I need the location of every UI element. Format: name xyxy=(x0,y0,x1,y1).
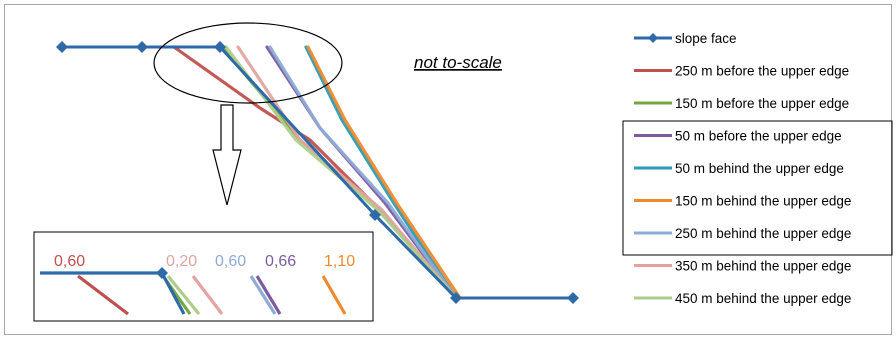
legend-label: 50 m behind the upper edge xyxy=(675,161,844,176)
zoom-ellipse xyxy=(153,22,343,104)
inset-labels: 0,60 0,20 0,60 0,66 1,10 xyxy=(54,253,355,270)
slope-face-marker xyxy=(136,41,148,53)
legend-label: 450 m behind the upper edge xyxy=(675,291,851,306)
inset-line-450_behind xyxy=(166,274,201,316)
legend-label: 250 m behind the upper edge xyxy=(675,226,851,241)
inset: 0,60 0,20 0,60 0,66 1,10 xyxy=(33,231,374,322)
legend-label: 150 m behind the upper edge xyxy=(675,194,851,209)
slope-face-marker xyxy=(56,41,68,53)
plot-area xyxy=(56,41,579,304)
legend-marker xyxy=(648,33,658,43)
slope-face-marker xyxy=(369,209,381,221)
inset-label: 1,10 xyxy=(324,253,355,270)
inset-label: 0,60 xyxy=(54,253,85,270)
legend: slope face 250 m before the upper edge 150… xyxy=(622,31,893,306)
slope-face-marker xyxy=(567,292,579,304)
inset-lines xyxy=(40,267,347,316)
series-line-50_behind xyxy=(304,45,458,300)
slope-face-marker xyxy=(214,41,226,53)
legend-label: slope face xyxy=(675,31,737,46)
inset-label: 0,66 xyxy=(265,253,296,270)
series-line-slope_face xyxy=(60,45,575,300)
legend-label: 150 m before the upper edge xyxy=(675,96,849,111)
legend-label: 350 m behind the upper edge xyxy=(675,259,851,274)
inset-frame xyxy=(33,231,374,322)
series-line-150_behind xyxy=(306,45,462,300)
legend-label: 250 m before the upper edge xyxy=(675,64,849,79)
inset-label: 0,60 xyxy=(215,253,246,270)
inset-marker xyxy=(156,267,168,279)
not-to-scale-note: not to-scale xyxy=(414,53,502,72)
legend-label: 50 m before the upper edge xyxy=(675,129,842,144)
inset-line-250_before xyxy=(77,274,129,316)
inset-line-50_before xyxy=(255,275,282,315)
inset-line-150_behind xyxy=(321,275,347,315)
slope-face-marker xyxy=(450,292,462,304)
series-line-250_behind xyxy=(268,45,458,300)
inset-line-250_behind xyxy=(249,275,277,315)
zoom-arrow xyxy=(212,104,242,206)
inset-line-350_behind xyxy=(191,275,224,315)
legend-group-box xyxy=(622,120,893,256)
inset-label: 0,20 xyxy=(166,253,197,270)
